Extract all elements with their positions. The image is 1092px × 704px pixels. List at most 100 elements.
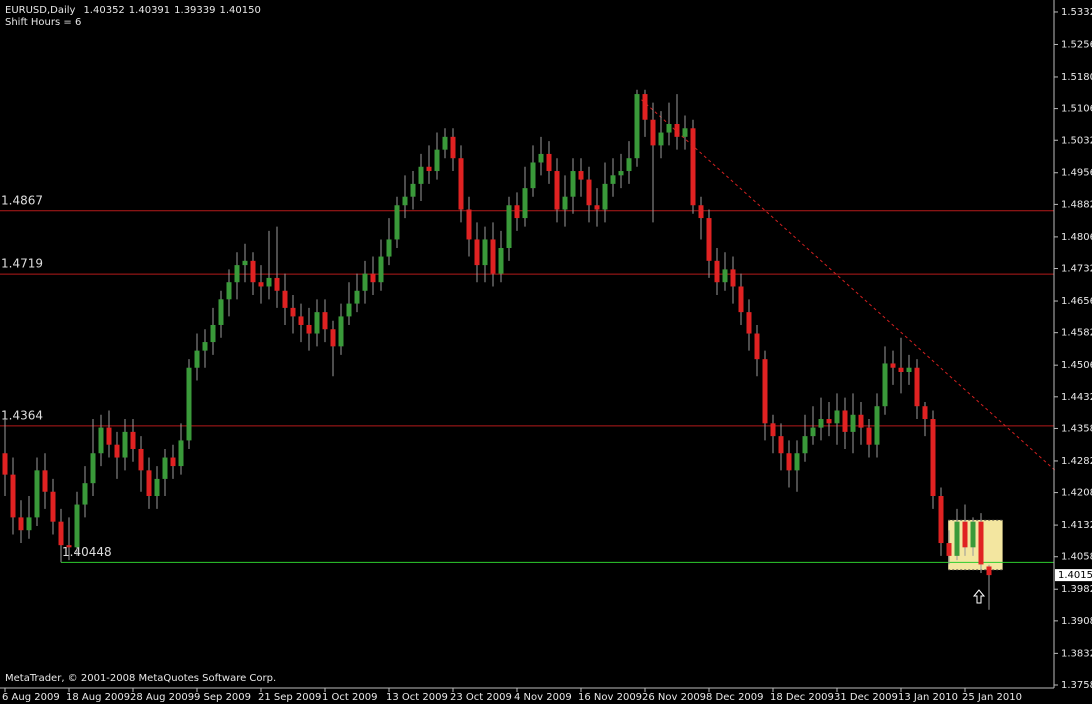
candle-body (18, 517, 24, 531)
price-tag-label: 1.40150 (1058, 570, 1092, 581)
x-tick-label: 21 Sep 2009 (258, 692, 321, 703)
candle-body (666, 124, 672, 133)
y-tick-label: 1.51060 (1061, 104, 1092, 115)
candle-body (618, 171, 624, 176)
candle-body (978, 521, 984, 565)
chart-footer: MetaTrader, © 2001-2008 MetaQuotes Softw… (5, 673, 276, 684)
candle-body (842, 410, 848, 432)
candle-body (538, 153, 544, 163)
candle-body (682, 128, 688, 137)
candle-body (210, 324, 216, 343)
candle-body (650, 119, 656, 146)
candle-body (242, 260, 248, 266)
candle-body (442, 136, 448, 150)
candle-body (490, 239, 496, 274)
y-tick-label: 1.51800 (1061, 72, 1092, 83)
candle-body (370, 273, 376, 283)
candle-body (82, 483, 88, 505)
candle-body (10, 474, 16, 518)
x-tick-label: 18 Dec 2009 (770, 692, 834, 703)
candle-body (642, 94, 648, 120)
x-tick-label: 26 Nov 2009 (642, 692, 706, 703)
candle-body (98, 427, 104, 454)
y-tick-label: 1.44320 (1061, 392, 1092, 403)
candle-body (506, 205, 512, 249)
y-tick-label: 1.45060 (1061, 360, 1092, 371)
y-tick-label: 1.43580 (1061, 423, 1092, 434)
candle-body (186, 367, 192, 441)
candle-body (482, 239, 488, 266)
candle-body (858, 414, 864, 428)
y-tick-label: 1.46560 (1061, 296, 1092, 307)
candle-body (714, 260, 720, 283)
candle-body (874, 406, 880, 445)
header-value: 1.40352 (83, 5, 124, 16)
header-value: 1.40391 (129, 5, 170, 16)
candle-body (450, 136, 456, 159)
candle-body (378, 256, 384, 283)
level-label: 1.4867 (1, 193, 43, 207)
candle-body (690, 128, 696, 206)
chart-title: EURUSD,Daily (5, 5, 76, 16)
candle-body (498, 248, 504, 274)
y-tick-label: 1.47320 (1061, 264, 1092, 275)
candle-body (66, 545, 72, 548)
candle-body (178, 440, 184, 467)
arrow-icon (972, 589, 986, 604)
candle-body (754, 333, 760, 360)
candle-body (258, 282, 264, 287)
y-tick-label: 1.50320 (1061, 135, 1092, 146)
candle-body (602, 183, 608, 210)
header-value: 1.39339 (174, 5, 215, 16)
candle-body (906, 367, 912, 373)
candle-body (146, 470, 152, 497)
candle-body (594, 205, 600, 210)
candle-body (986, 566, 992, 576)
candle-body (162, 457, 168, 479)
candle-body (402, 196, 408, 206)
candle-body (26, 517, 32, 531)
x-tick-label: 4 Nov 2009 (514, 692, 572, 703)
candle-body (418, 166, 424, 184)
level-label: 1.4364 (1, 408, 43, 422)
candle-body (514, 205, 520, 219)
candle-body (970, 521, 976, 548)
candle-body (314, 312, 320, 334)
candle-body (362, 273, 368, 291)
candle-body (74, 504, 80, 548)
candle-body (586, 179, 592, 206)
price-tag (1055, 569, 1092, 582)
candle-body (338, 316, 344, 347)
x-tick-label: 31 Dec 2009 (834, 692, 898, 703)
candle-body (226, 282, 232, 300)
candle-body (530, 162, 536, 189)
candle-body (434, 149, 440, 172)
y-tick-label: 1.52560 (1061, 39, 1092, 50)
candle-body (138, 448, 144, 471)
chart-subtitle: Shift Hours = 6 (5, 17, 81, 28)
candle-body (610, 175, 616, 184)
y-tick-label: 1.45820 (1061, 328, 1092, 339)
candle-body (866, 427, 872, 445)
x-tick-label: 25 Jan 2010 (962, 692, 1022, 703)
candle-body (290, 307, 296, 317)
candle-body (706, 218, 712, 261)
chart-header: EURUSD,Daily 1.40352 1.40391 1.39339 1.40150 (5, 5, 261, 16)
candle-body (90, 453, 96, 484)
y-tick-label: 1.40580 (1061, 552, 1092, 563)
candle-body (394, 205, 400, 240)
x-tick-label: 28 Aug 2009 (130, 692, 194, 703)
candle-body (658, 132, 664, 146)
candle-body (746, 312, 752, 334)
candle-body (738, 286, 744, 313)
y-tick-label: 1.53320 (1061, 7, 1092, 18)
x-tick-label: 9 Sep 2009 (194, 692, 251, 703)
y-tick-label: 1.39820 (1061, 584, 1092, 595)
candle-body (194, 350, 200, 368)
candle-body (410, 183, 416, 197)
candle-body (170, 457, 176, 467)
candle-body (802, 436, 808, 454)
candle-body (778, 436, 784, 454)
